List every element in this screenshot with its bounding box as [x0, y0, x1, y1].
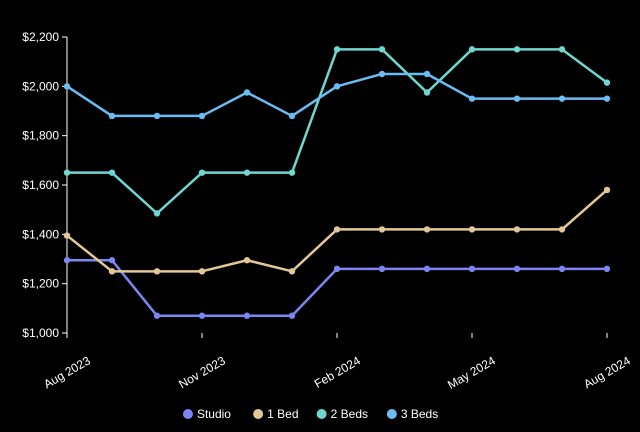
data-point: [423, 265, 431, 273]
data-point: [558, 46, 566, 53]
data-point: [198, 169, 206, 176]
data-point: [63, 257, 71, 264]
series-line: [67, 48, 608, 215]
data-point: [198, 312, 206, 319]
data-point: [108, 257, 116, 264]
y-tick-label: $1,600: [22, 178, 59, 192]
data-point: [333, 265, 341, 273]
y-tick-label: $2,200: [22, 30, 59, 44]
data-point: [468, 46, 476, 53]
data-point: [378, 226, 386, 233]
legend-label: 1 Bed: [267, 407, 298, 421]
series-layer: [63, 46, 611, 319]
legend-item[interactable]: 3 Beds: [386, 407, 438, 421]
data-point: [513, 265, 521, 273]
series-line: [66, 72, 607, 118]
data-point: [288, 112, 296, 120]
legend-swatch: [182, 409, 193, 419]
legend-swatch: [386, 409, 397, 419]
data-point: [108, 112, 116, 120]
data-point: [423, 89, 431, 96]
series-3-beds: [63, 70, 611, 120]
data-point: [198, 268, 206, 275]
data-point: [243, 169, 251, 176]
data-point: [378, 70, 386, 78]
data-point: [333, 226, 341, 233]
data-point: [378, 46, 386, 53]
data-point: [603, 95, 611, 102]
data-point: [153, 210, 161, 217]
series-studio: [63, 257, 611, 319]
data-point: [468, 265, 476, 273]
data-point: [153, 268, 161, 275]
data-point: [603, 79, 611, 86]
data-point: [153, 312, 161, 319]
legend-swatch: [253, 409, 264, 419]
x-tick-label: Feb 2024: [312, 353, 363, 391]
series-2-beds: [63, 46, 611, 217]
y-tick-label: $1,800: [22, 129, 59, 143]
data-point: [468, 226, 476, 233]
x-axis-ticks: Aug 2023 Nov 2023 Feb 2024 May 2024 Aug 2024: [41, 333, 633, 392]
data-point: [243, 312, 251, 319]
data-point: [108, 169, 116, 176]
data-point: [63, 232, 71, 239]
data-point: [513, 95, 521, 102]
data-point: [333, 46, 341, 53]
y-axis-ticks: $1,000 $1,200 $1,400 $1,600 $1,800 $2,000 $2,2…: [22, 30, 67, 340]
legend: Studio 1 Bed 2 Beds 3 Beds: [182, 407, 438, 421]
data-point: [288, 312, 296, 319]
data-point: [558, 95, 566, 102]
data-point: [378, 265, 386, 273]
legend-label: 3 Beds: [401, 407, 438, 421]
data-point: [558, 265, 566, 273]
x-tick-label: May 2024: [445, 353, 498, 392]
series-1-bed: [63, 186, 611, 275]
data-point: [423, 70, 431, 78]
data-point: [63, 83, 71, 90]
x-tick-label: Aug 2023: [41, 353, 93, 391]
data-point: [333, 83, 341, 90]
legend-item[interactable]: 2 Beds: [316, 407, 368, 421]
data-point: [243, 89, 251, 96]
data-point: [63, 169, 71, 176]
data-point: [603, 265, 611, 273]
data-point: [513, 226, 521, 233]
data-point: [603, 186, 611, 194]
data-point: [513, 46, 521, 53]
data-point: [198, 112, 206, 120]
y-tick-label: $1,400: [22, 227, 59, 241]
y-tick-label: $2,000: [22, 79, 59, 93]
y-tick-label: $1,000: [22, 326, 59, 340]
legend-label: Studio: [197, 407, 231, 421]
data-point: [558, 226, 566, 233]
legend-swatch: [316, 409, 327, 419]
data-point: [108, 268, 116, 275]
data-point: [288, 268, 296, 275]
data-point: [243, 257, 251, 264]
data-point: [153, 112, 161, 120]
y-tick-label: $1,200: [22, 277, 59, 291]
x-tick-label: Nov 2023: [176, 353, 228, 391]
legend-item[interactable]: Studio: [182, 407, 231, 421]
data-point: [288, 169, 296, 176]
legend-item[interactable]: 1 Bed: [253, 407, 299, 421]
data-point: [468, 95, 476, 102]
legend-label: 2 Beds: [331, 407, 368, 421]
data-point: [423, 226, 431, 233]
x-tick-label: Aug 2024: [581, 353, 633, 391]
